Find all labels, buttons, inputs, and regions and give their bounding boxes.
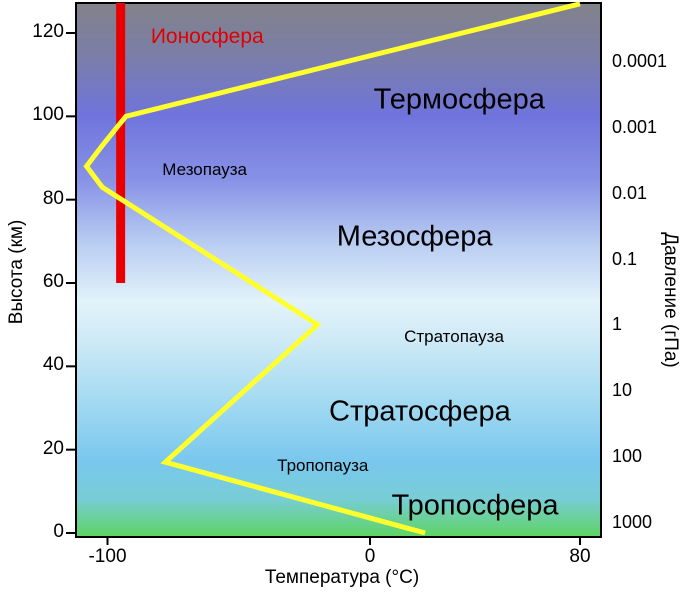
- y-axis-title-height: Высота (км): [6, 219, 27, 325]
- y-axis-tick-label: 100: [32, 104, 64, 126]
- pressure-tick-label: 100: [612, 446, 643, 467]
- pressure-tick-label: 0.001: [612, 116, 658, 137]
- label-tropopause: Тропопауза: [277, 456, 369, 476]
- x-axis-tick-label: 0: [364, 546, 376, 567]
- y-axis-tick-label: 120: [32, 20, 64, 42]
- y-axis-title-pressure: Давление (гПа): [660, 232, 681, 368]
- label-ionosphere: Ионосфера: [150, 25, 264, 49]
- label-mesosphere: Мезосфера: [336, 220, 493, 253]
- pressure-tick-label: 1: [612, 314, 623, 335]
- y-axis-tick-label: 40: [42, 354, 64, 376]
- pressure-tick-label: 0.1: [612, 248, 638, 269]
- pressure-axis-tick-labels: 0.0001 0.001 0.01 0.1 1 10 100 1000: [612, 0, 684, 599]
- y-axis-tick-label: 0: [53, 521, 64, 542]
- y-axis-tick-label: 20: [42, 437, 64, 459]
- pressure-tick-label: 0.0001: [612, 51, 668, 71]
- label-thermosphere: Термосфера: [373, 83, 545, 116]
- x-axis-title: Температура (°C): [264, 567, 420, 588]
- label-mesopause: Мезопауза: [162, 160, 247, 180]
- pressure-tick-label: 0.01: [612, 182, 648, 203]
- label-stratosphere: Стратосфера: [329, 395, 511, 428]
- y-axis-tick-label: 80: [42, 187, 64, 209]
- height-axis-tick-labels: 120 100 80 60 40 20 0: [0, 0, 64, 599]
- y-axis-tick-label: 60: [42, 270, 64, 292]
- label-troposphere: Тропосфера: [391, 489, 559, 522]
- x-axis-tick-label: -100: [88, 546, 127, 567]
- pressure-tick-label: 10: [612, 380, 633, 401]
- label-stratopause: Стратопауза: [404, 327, 504, 347]
- pressure-tick-label: 1000: [612, 512, 653, 533]
- x-axis-tick-label: 80: [569, 546, 591, 567]
